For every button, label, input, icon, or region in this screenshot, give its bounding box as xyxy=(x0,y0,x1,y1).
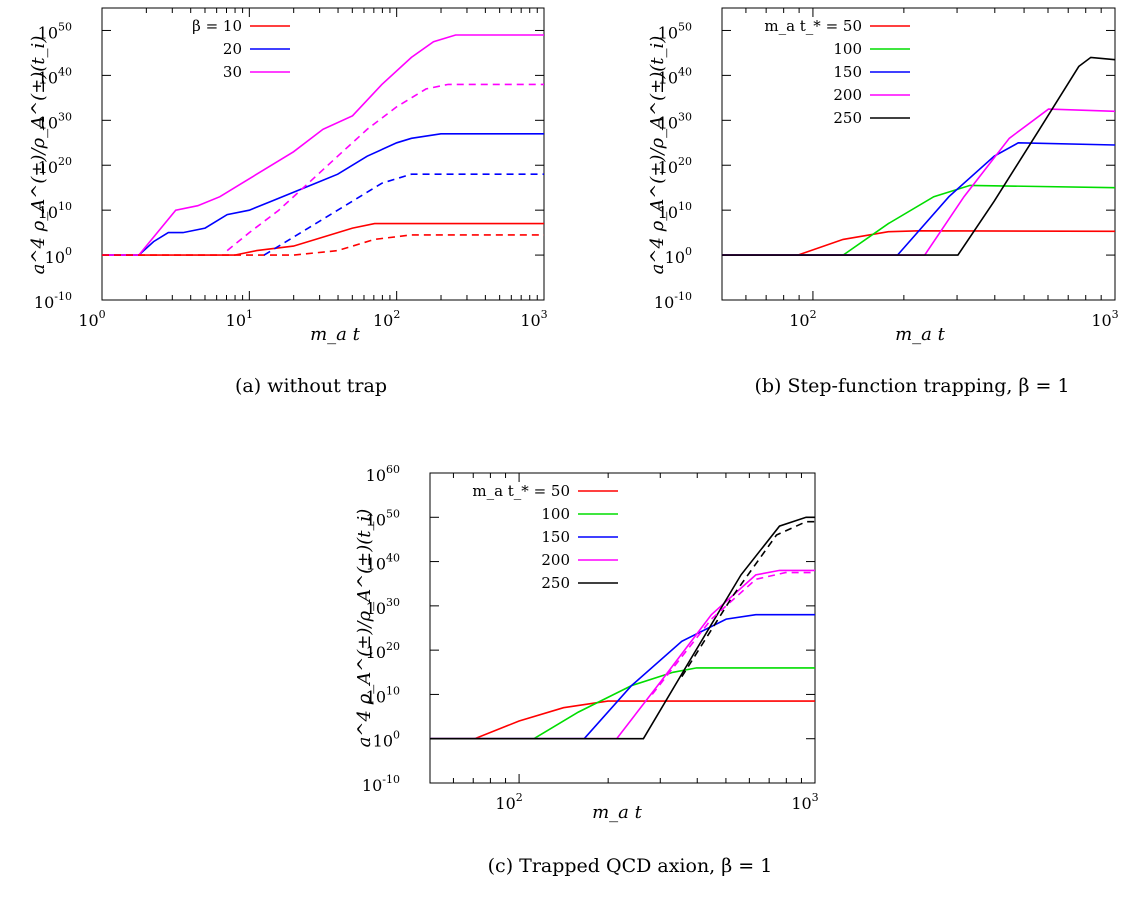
series-line-100 xyxy=(722,184,1116,256)
panel-caption: (c) Trapped QCD axion, β = 1 xyxy=(488,855,773,877)
y-tick-label: 10-10 xyxy=(654,290,692,312)
y-axis-label: a^4 ρ_A^(±)/ρ_A^(±)(t_i) xyxy=(647,36,668,275)
series-line-dashed-3 xyxy=(102,234,544,256)
panel-c: 102 10310-10100101010201030104010501060m_… xyxy=(354,463,819,877)
x-tick-label: 100 xyxy=(78,308,105,330)
y-tick-label: 10-10 xyxy=(362,773,400,795)
series-line-200 xyxy=(722,108,1116,256)
plot-frame xyxy=(101,7,545,301)
x-axis-label: m_a t xyxy=(895,324,946,345)
x-tick-label: 102 xyxy=(373,308,400,330)
series-line-150 xyxy=(722,141,1116,256)
x-tick-label: 103 xyxy=(791,791,818,813)
x-tick-label: 102 xyxy=(789,308,816,330)
series-line-dashed-4 xyxy=(263,173,544,256)
y-axis-label: a^4 ρ_A^(±)/ρ_A^(±)(t_i) xyxy=(354,509,375,748)
y-tick-label: 100 xyxy=(665,245,692,267)
series-line-10 xyxy=(102,222,544,256)
y-axis-label: a^4 ρ_A^(±)/ρ_A^(±)(t_i) xyxy=(28,36,49,275)
series-line-200 xyxy=(430,569,815,740)
series-line-dashed-6 xyxy=(681,520,815,678)
x-tick-label: 101 xyxy=(226,308,253,330)
legend-label: β = 10 xyxy=(192,17,242,35)
plot-frame xyxy=(721,7,1116,301)
x-axis-label: m_a t xyxy=(592,802,643,823)
x-axis-label: m_a t xyxy=(310,324,361,345)
y-tick-label: 1060 xyxy=(366,463,400,485)
legend-label: 200 xyxy=(541,551,570,569)
panel-caption: (b) Step-function trapping, β = 1 xyxy=(754,375,1069,397)
x-tick-label: 103 xyxy=(1091,308,1118,330)
series-line-50 xyxy=(430,700,815,740)
series-line-dashed-5 xyxy=(226,83,544,252)
y-tick-label: 10-10 xyxy=(34,290,72,312)
legend-label: m_a t_* = 50 xyxy=(472,482,570,500)
y-tick-label: 100 xyxy=(373,729,400,751)
legend-label: 200 xyxy=(833,86,862,104)
series-line-250 xyxy=(430,516,815,740)
legend-label: 250 xyxy=(833,109,862,127)
series-line-150 xyxy=(430,613,815,740)
series-line-250 xyxy=(722,56,1116,256)
plot-frame xyxy=(429,472,816,784)
series-line-100 xyxy=(430,667,815,740)
panel-a: 100 101 102 10310-1010010101020103010401050… xyxy=(28,7,548,397)
legend-label: m_a t_* = 50 xyxy=(764,17,862,35)
legend-label: 100 xyxy=(541,505,570,523)
series-line-20 xyxy=(102,133,544,256)
legend-label: 250 xyxy=(541,574,570,592)
legend-label: 150 xyxy=(833,63,862,81)
x-tick-label: 103 xyxy=(520,308,547,330)
legend-label: 150 xyxy=(541,528,570,546)
series-line-30 xyxy=(102,34,544,256)
legend-label: 30 xyxy=(223,63,242,81)
x-tick-label: 102 xyxy=(495,791,522,813)
series-line-dashed-5 xyxy=(651,571,815,695)
series-line-50 xyxy=(722,229,1116,256)
legend-label: 100 xyxy=(833,40,862,58)
legend-label: 20 xyxy=(223,40,242,58)
panel-caption: (a) without trap xyxy=(235,375,387,397)
